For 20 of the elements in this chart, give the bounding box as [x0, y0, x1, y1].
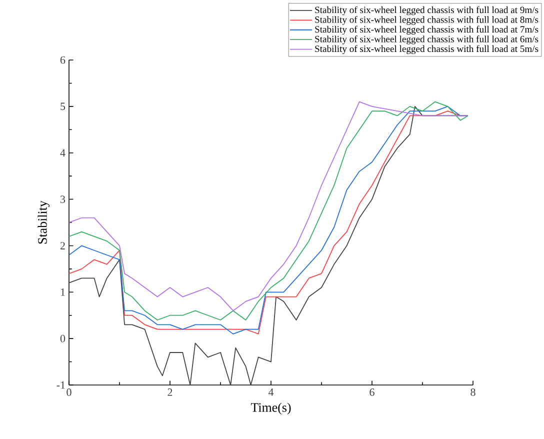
x-tick-label: 4 [268, 388, 274, 396]
x-axis-title: Time(s) [250, 402, 291, 414]
x-tick-label: 0 [66, 388, 72, 396]
x-tick-label: 6 [370, 388, 374, 396]
y-tick-label: 4 [60, 149, 66, 156]
legend-label: Stability of six-wheel legged chassis with full load at 7m/s [315, 26, 538, 35]
legend-label: Stability of six-wheel legged chassis with full load at 9m/s [315, 6, 538, 16]
y-tick-label: -1 [56, 381, 65, 389]
y-tick-label: 2 [60, 242, 65, 250]
legend-label: Stability of six-wheel legged chassis with full load at 6m/s [315, 35, 538, 44]
x-tick-label: 2 [168, 388, 172, 396]
y-tick-label: 0 [60, 334, 66, 342]
y-tick-label: 6 [60, 56, 66, 64]
legend-label: Stability of six-wheel legged chassis with full load at 5m/s [315, 45, 538, 54]
x-tick-label: 8 [470, 388, 476, 396]
legend-label: Stability of six-wheel legged chassis with full load at 8m/s [315, 16, 538, 25]
y-tick-label: 5 [60, 102, 66, 110]
y-axis-title: Stability [38, 200, 50, 244]
y-tick-label: 3 [60, 196, 66, 203]
y-tick-label: 1 [60, 288, 65, 296]
